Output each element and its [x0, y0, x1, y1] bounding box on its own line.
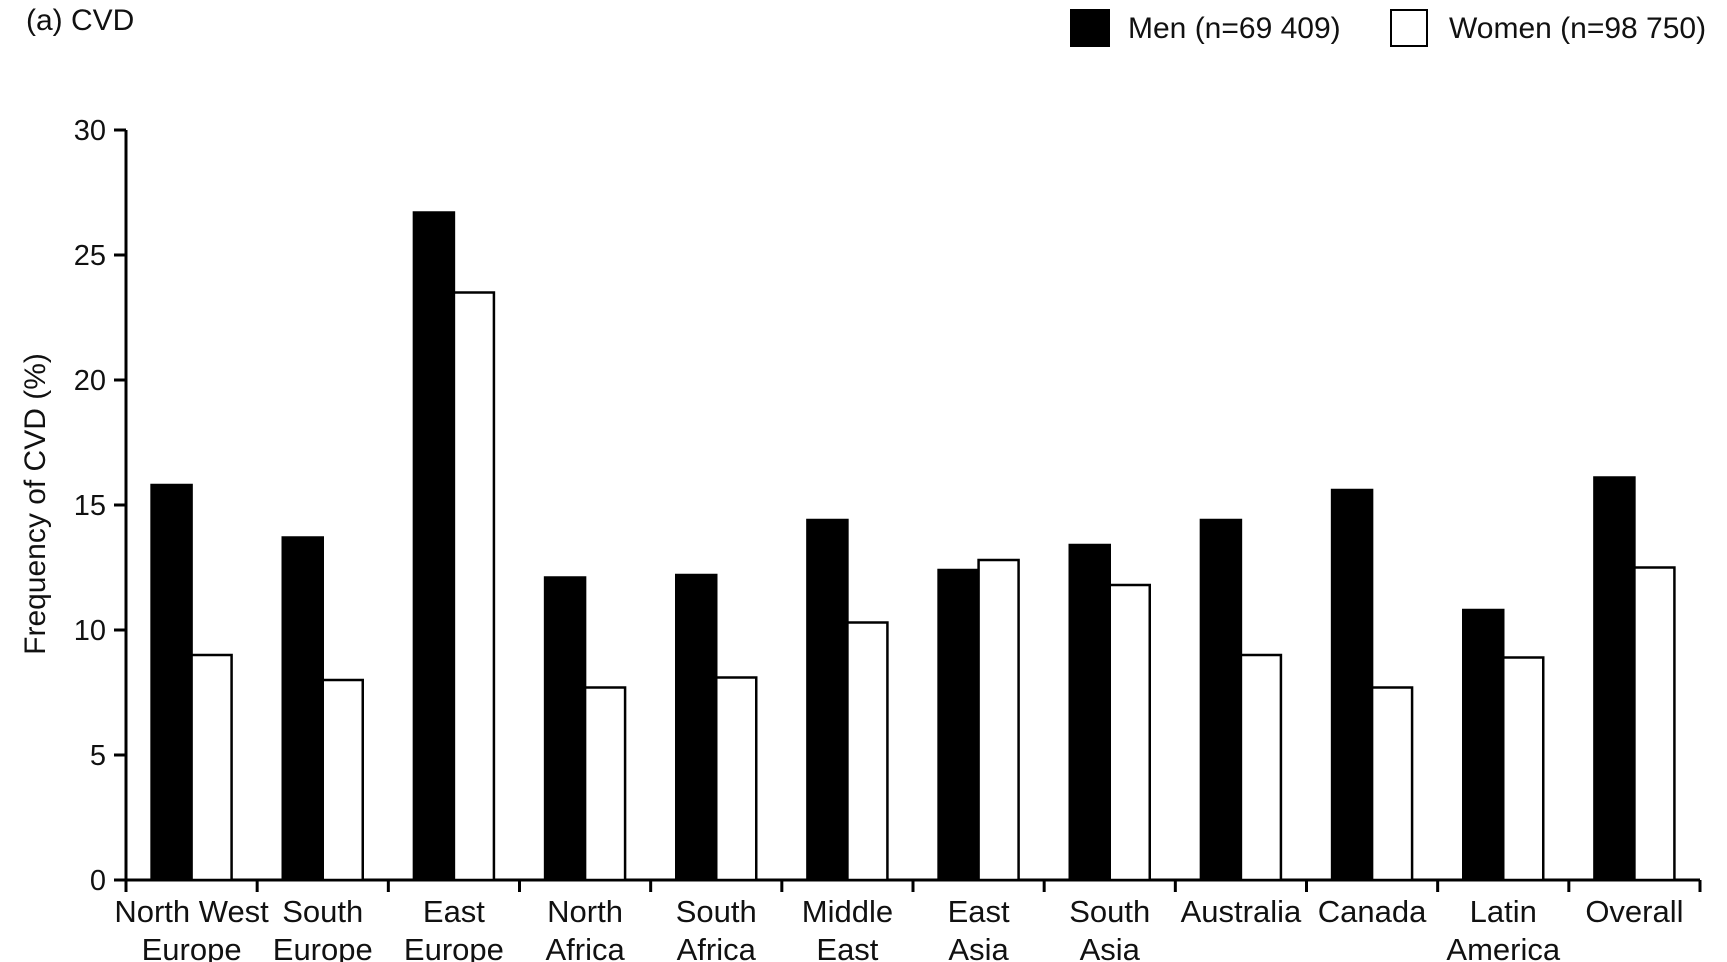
x-category-label: America: [1446, 932, 1560, 962]
x-category-label: East: [816, 932, 878, 962]
x-category-label: Canada: [1318, 894, 1427, 929]
y-tick-label: 20: [74, 365, 106, 397]
bar-women: [1503, 658, 1543, 881]
bar-women: [1241, 655, 1281, 880]
y-tick-label: 0: [90, 865, 106, 897]
legend: Men (n=69 409) Women (n=98 750): [1071, 10, 1706, 46]
y-tick-label: 5: [90, 740, 106, 772]
bar-men: [152, 485, 192, 880]
y-axis-label: Frequency of CVD (%): [19, 353, 52, 655]
x-category-label: Africa: [545, 932, 625, 962]
y-tick-label: 25: [74, 240, 106, 272]
x-category-label: East: [423, 894, 485, 929]
x-category-label: Asia: [948, 932, 1009, 962]
bar-women: [1110, 585, 1150, 880]
bar-men: [1463, 610, 1503, 880]
y-tick-label: 10: [74, 615, 106, 647]
x-category-label: North: [547, 894, 623, 929]
bar-men: [545, 578, 585, 881]
legend-swatch-men: [1071, 10, 1109, 46]
bar-women: [1634, 568, 1674, 881]
x-category-label: Overall: [1585, 894, 1683, 929]
x-category-label: East: [948, 894, 1010, 929]
x-category-label: North West: [114, 894, 269, 929]
x-category-label: Europe: [273, 932, 373, 962]
y-tick-label: 15: [74, 490, 106, 522]
bar-women: [847, 623, 887, 881]
bar-men: [939, 570, 979, 880]
x-category-label: Europe: [142, 932, 242, 962]
x-category-label: Latin: [1470, 894, 1537, 929]
bar-women: [585, 688, 625, 881]
bar-men: [807, 520, 847, 880]
bar-men: [414, 213, 454, 881]
x-category-label: South: [1069, 894, 1150, 929]
bar-men: [283, 538, 323, 881]
x-category-label: Africa: [677, 932, 757, 962]
bar-women: [192, 655, 232, 880]
bar-men: [1594, 478, 1634, 881]
legend-label-women: Women (n=98 750): [1449, 12, 1706, 45]
chart-title: (a) CVD: [26, 4, 134, 37]
bar-women: [323, 680, 363, 880]
bar-men: [1201, 520, 1241, 880]
x-category-label: Asia: [1080, 932, 1141, 962]
x-category-label: Australia: [1181, 894, 1302, 929]
bar-men: [676, 575, 716, 880]
bar-women: [1372, 688, 1412, 881]
bar-men: [1332, 490, 1372, 880]
x-category-label: South: [676, 894, 757, 929]
bar-women: [454, 293, 494, 881]
x-category-label: Europe: [404, 932, 504, 962]
bar-women: [716, 678, 756, 881]
legend-swatch-women: [1391, 10, 1427, 46]
bar-men: [1070, 545, 1110, 880]
y-tick-label: 30: [74, 115, 106, 147]
x-category-label: Middle: [802, 894, 893, 929]
bar-women: [979, 560, 1019, 880]
x-category-label: South: [282, 894, 363, 929]
legend-label-men: Men (n=69 409): [1128, 12, 1341, 45]
